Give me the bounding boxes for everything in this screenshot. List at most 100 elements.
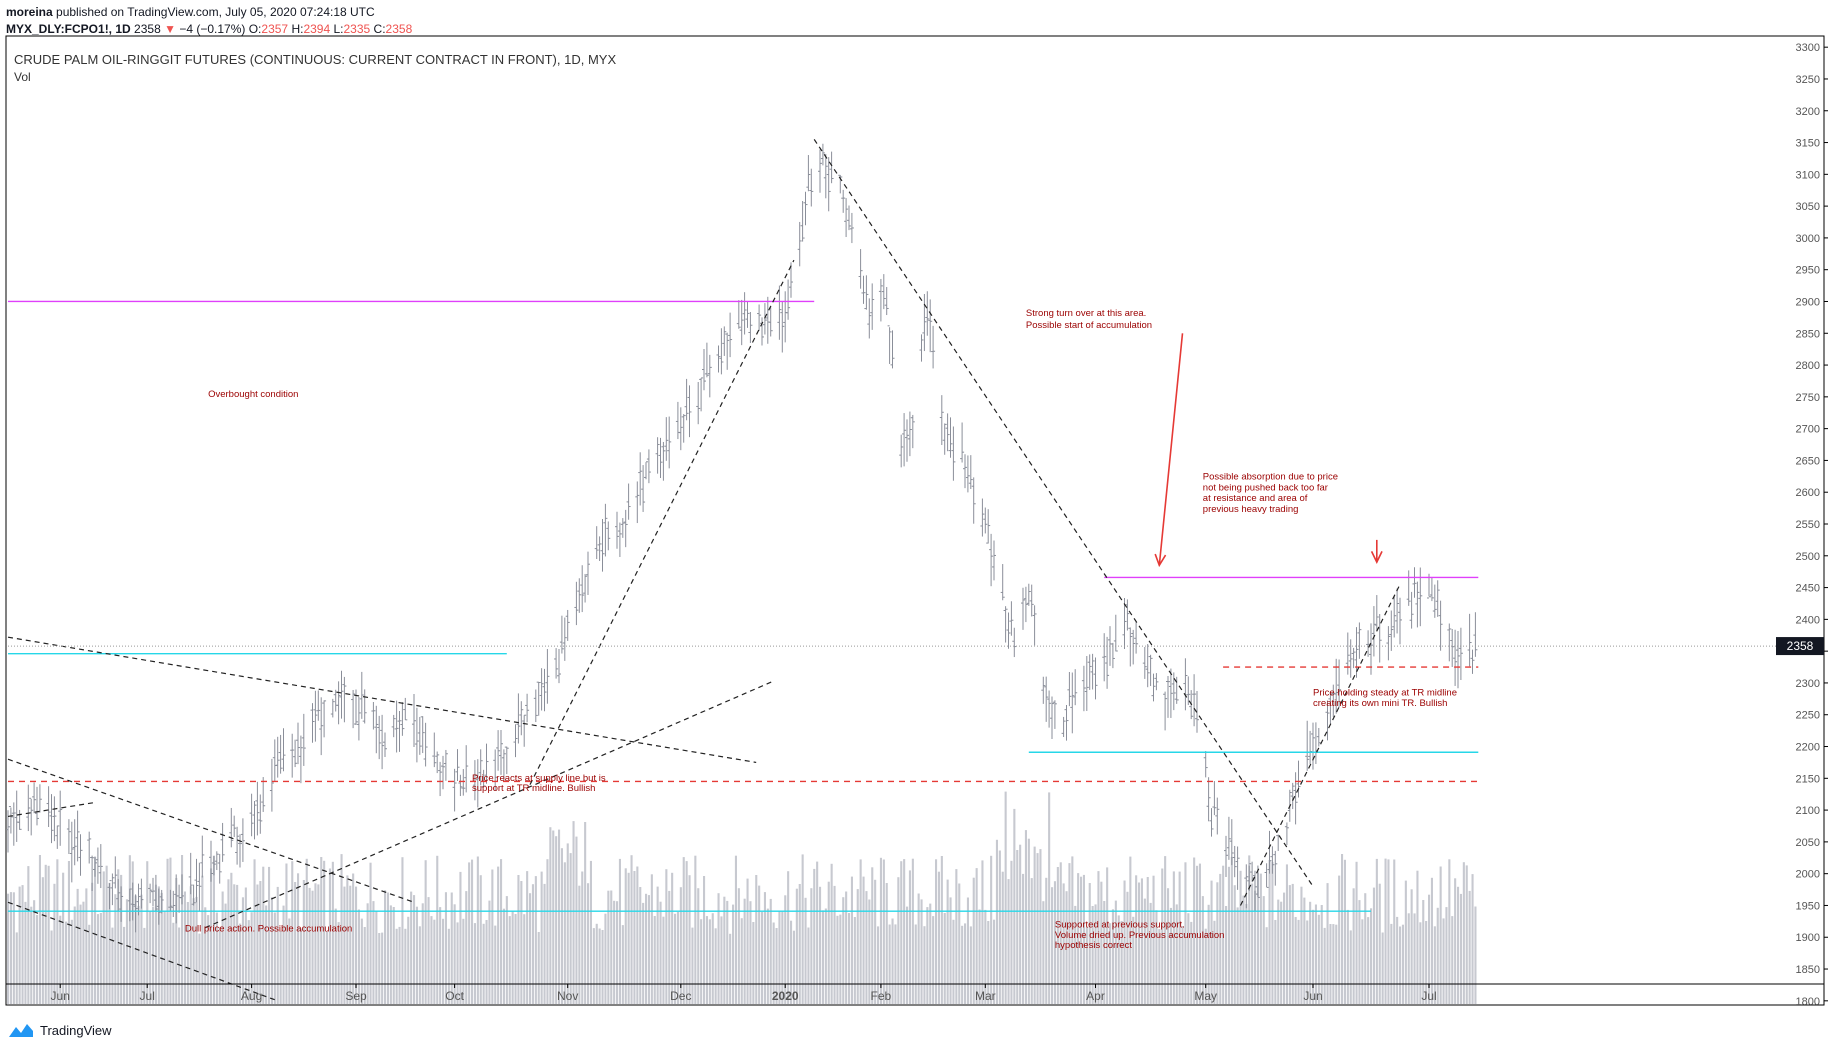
ohlc-bar (423, 722, 428, 767)
volume-bar (65, 921, 68, 1004)
volume-bar (198, 933, 201, 1004)
volume-bar (1082, 874, 1085, 1004)
ohlc-bar (1122, 598, 1127, 649)
volume-bar (1071, 856, 1074, 1004)
ohlc-bar (1270, 846, 1275, 874)
ohlc-bar (559, 615, 564, 654)
volume-bar (505, 896, 508, 1004)
ohlc-bar (52, 796, 57, 842)
ohlc-bar (180, 874, 184, 905)
ohlc-bar (496, 730, 501, 771)
ohlc-bar (1212, 781, 1217, 816)
volume-bar (946, 879, 949, 1004)
ohlc-bar (269, 758, 274, 812)
ohlc-bar (1456, 631, 1460, 689)
volume-bar (650, 874, 653, 1004)
ohlc-bar (1244, 864, 1249, 909)
volume-bar (581, 871, 584, 1004)
volume-bar (381, 932, 384, 1004)
ohlc-bar (1467, 613, 1472, 667)
ohlc-bar (6, 810, 10, 853)
ohlc-bar (931, 325, 936, 369)
symbol-label[interactable]: MYX_DLY:FCPO1!, 1D (6, 22, 131, 36)
ohlc-bar (383, 732, 387, 757)
volume-bar (839, 914, 842, 1004)
volume-bar (778, 911, 781, 1004)
ohlc-bar (719, 328, 724, 375)
volume-bar (621, 925, 624, 1004)
volume-bar (1309, 901, 1312, 1004)
volume-bar (140, 894, 143, 1004)
ohlc-bar (29, 797, 34, 836)
volume-bar (1271, 861, 1274, 1004)
volume-bar (378, 933, 381, 1004)
volume-bar (517, 875, 520, 1004)
volume-bar (1175, 904, 1178, 1004)
volume-bar (33, 900, 36, 1004)
volume-bar (511, 911, 514, 1004)
volume-bar (183, 891, 186, 1004)
volume-bar (9, 892, 12, 1004)
ohlc-bar (316, 690, 321, 721)
volume-bar (981, 860, 984, 1004)
volume-bar (647, 895, 650, 1004)
volume-bar (618, 858, 621, 1004)
price-axis[interactable]: 1800 1850 1900 1950 2000 2050 2100 2150 2200 2250… (1796, 42, 1828, 1008)
ohlc-bar (696, 382, 701, 425)
ohlc-bar (87, 831, 92, 864)
volume-bar (723, 896, 726, 1004)
volume-bar (543, 883, 546, 1004)
volume-bar (1364, 893, 1367, 1004)
ohlc-bar (646, 449, 651, 484)
ohlc-bar (1415, 581, 1420, 628)
ohlc-bar (858, 249, 863, 289)
volume-bar (488, 900, 491, 1004)
ohlc-bar (1023, 586, 1028, 623)
ohlc-bar (1192, 674, 1197, 727)
ohlc-bar (11, 802, 16, 846)
time-axis[interactable]: Jun Jul Aug Sep Oct Nov Dec 2020 Feb Mar Apr May Jun… (6, 983, 1824, 1003)
ohlc-bar (478, 749, 483, 786)
volume-bar (1387, 859, 1390, 1004)
ohlc-bar (1328, 691, 1333, 724)
volume-bar (929, 903, 932, 1004)
ohlc-bar (330, 698, 335, 718)
annotation-text: hypothesis correct (1055, 940, 1132, 951)
author-name[interactable]: moreina (6, 5, 53, 19)
volume-bar (1465, 865, 1468, 1004)
ohlc-bar (211, 856, 216, 876)
ohlc-bar (151, 877, 155, 907)
ohlc-bar (980, 498, 985, 537)
volume-bar (1326, 883, 1329, 1004)
price-chart[interactable]: CRUDE PALM OIL-RINGGIT FUTURES (CONTINUO… (0, 0, 1828, 1010)
ohlc-bar (1166, 675, 1170, 718)
ohlc-bar (261, 777, 266, 812)
brand-name[interactable]: TradingView (40, 1022, 112, 1038)
ohlc-bar (586, 551, 590, 596)
volume-bar (328, 868, 331, 1004)
volume-bar (734, 855, 737, 1004)
ohlc-bar (678, 407, 683, 451)
ohlc-bar (278, 734, 283, 774)
ohlc-bar (942, 423, 947, 455)
volume-bar (674, 913, 677, 1004)
ohlc-bar (461, 769, 466, 796)
volume-bar (108, 882, 111, 1004)
ohlc-bar (1473, 612, 1478, 657)
price-tick-label: 2600 (1796, 487, 1820, 499)
ohlc-bar (513, 724, 518, 758)
volume-bar (236, 884, 239, 1004)
footer-branding: TradingView (8, 1021, 112, 1039)
ohlc-bar (441, 755, 445, 790)
volume-bar (508, 916, 511, 1004)
volume-bar (813, 868, 816, 1004)
ohlc-bar (960, 422, 965, 463)
ohlc-bar (438, 761, 443, 797)
ohlc-bar (847, 205, 851, 231)
volume-bar (305, 858, 308, 1004)
volume-bar (659, 901, 662, 1004)
volume-bar (842, 897, 845, 1004)
ohlc-bar (823, 153, 828, 199)
volume-bar (21, 885, 24, 1004)
volume-bar (1164, 856, 1167, 1004)
